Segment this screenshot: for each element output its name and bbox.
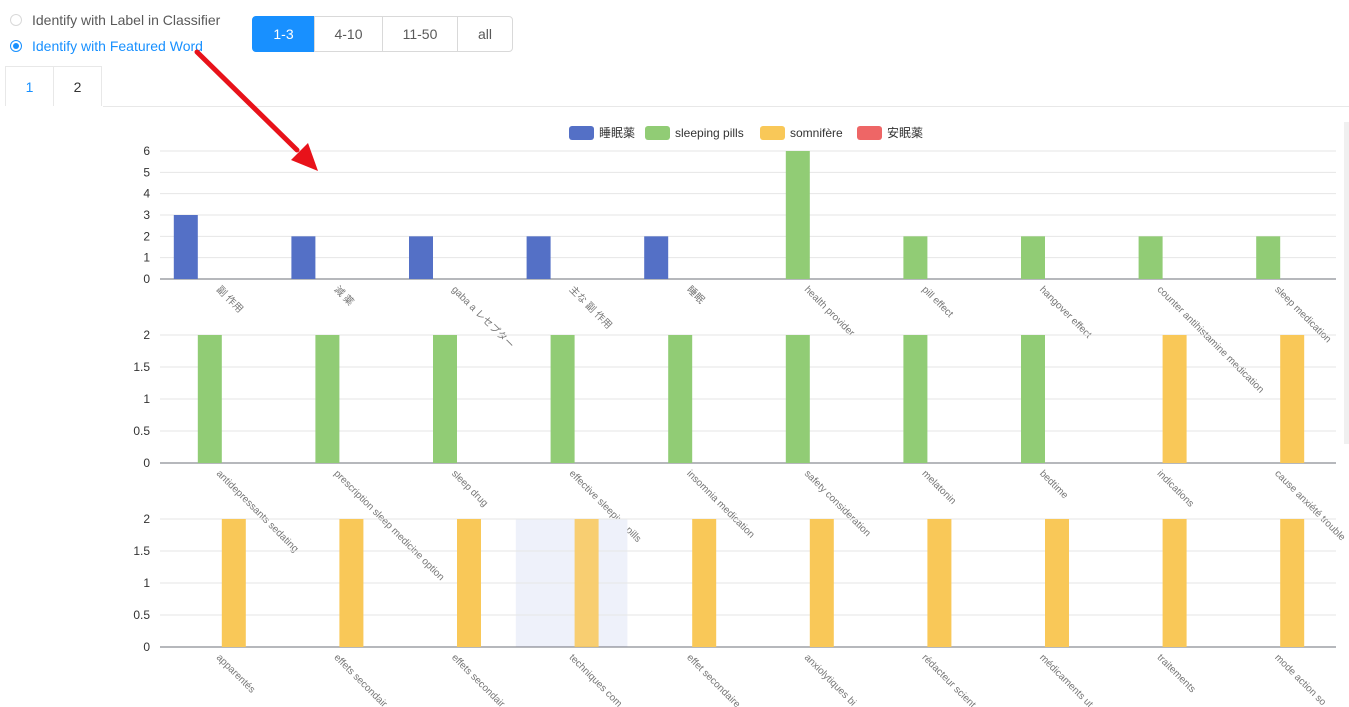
x-tick-label: anxiolytiques bi xyxy=(802,652,858,707)
tab-2[interactable]: 2 xyxy=(53,66,102,106)
radio-circle-icon[interactable] xyxy=(10,40,22,52)
bar[interactable] xyxy=(409,236,433,279)
bar[interactable] xyxy=(1021,236,1045,279)
x-tick-label: pill effect xyxy=(919,284,955,320)
x-tick-label: gaba a レセプター xyxy=(449,284,516,351)
x-tick-label: 副 作用 xyxy=(214,284,246,316)
y-tick-label: 1.5 xyxy=(133,544,150,558)
bar[interactable] xyxy=(1280,335,1305,463)
x-tick-label: effets secondair xyxy=(449,652,507,707)
range-button-1-3[interactable]: 1-3 xyxy=(252,16,315,52)
y-tick-label: 0.5 xyxy=(133,424,150,438)
x-tick-label: indications xyxy=(1155,468,1196,509)
bar[interactable] xyxy=(785,335,810,463)
radio-circle-icon[interactable] xyxy=(10,14,22,26)
bar[interactable] xyxy=(785,151,810,279)
bar[interactable] xyxy=(1021,335,1045,463)
annotation-arrow-head-icon xyxy=(291,143,318,171)
x-tick-label: bedtime xyxy=(1037,468,1070,501)
chart-scroll-edge xyxy=(1344,122,1349,444)
legend-label[interactable]: somnifère xyxy=(790,126,843,140)
bar[interactable] xyxy=(173,215,198,279)
bar[interactable] xyxy=(1162,335,1187,463)
y-tick-label: 0.5 xyxy=(133,608,150,622)
bar[interactable] xyxy=(1162,519,1187,647)
y-tick-label: 3 xyxy=(143,208,150,222)
bar[interactable] xyxy=(550,335,575,463)
y-tick-label: 1.5 xyxy=(133,360,150,374)
y-tick-label: 0 xyxy=(143,272,150,286)
y-tick-label: 5 xyxy=(143,165,150,179)
bar[interactable] xyxy=(1256,236,1281,279)
bar[interactable] xyxy=(903,335,928,463)
y-tick-label: 0 xyxy=(143,640,150,654)
x-tick-label: rédacteur scient xyxy=(919,652,977,707)
legend-swatch[interactable] xyxy=(645,126,670,140)
x-tick-label: effet secondaire xyxy=(684,652,742,707)
y-tick-label: 0 xyxy=(143,456,150,470)
bar[interactable] xyxy=(291,236,316,279)
range-button-all[interactable]: all xyxy=(457,16,513,52)
range-button-4-10[interactable]: 4-10 xyxy=(314,16,383,52)
y-tick-label: 6 xyxy=(143,144,150,158)
x-tick-label: mode action so xyxy=(1272,652,1328,707)
tab-1[interactable]: 1 xyxy=(5,66,54,106)
radio-identify-label-classifier[interactable]: Identify with Label in Classifier xyxy=(10,12,220,28)
range-selector: 1-3 4-10 11-50 all xyxy=(252,16,513,52)
legend-label[interactable]: 睡眠薬 xyxy=(599,126,635,140)
bar[interactable] xyxy=(339,519,364,647)
bar[interactable] xyxy=(526,236,551,279)
tab-divider xyxy=(103,106,1349,107)
x-tick-label: médicaments ut xyxy=(1037,652,1095,707)
y-tick-label: 1 xyxy=(143,392,150,406)
bar[interactable] xyxy=(903,236,928,279)
y-tick-label: 4 xyxy=(143,187,150,201)
y-tick-label: 2 xyxy=(143,512,150,526)
bar[interactable] xyxy=(644,236,669,279)
x-tick-label: traitements xyxy=(1155,652,1198,695)
bar[interactable] xyxy=(1280,519,1305,647)
legend-label[interactable]: 安眠薬 xyxy=(887,125,923,140)
bar[interactable] xyxy=(433,335,457,463)
bar[interactable] xyxy=(809,519,834,647)
bar[interactable] xyxy=(457,519,481,647)
bar[interactable] xyxy=(668,335,693,463)
legend-swatch[interactable] xyxy=(857,126,882,140)
x-tick-label: 睡眠 xyxy=(684,283,707,306)
bar[interactable] xyxy=(692,519,717,647)
x-tick-label: apparentés xyxy=(214,652,257,695)
annotation-arrow-shaft xyxy=(194,49,300,153)
bar[interactable] xyxy=(574,519,599,647)
radio-label: Identify with Featured Word xyxy=(32,38,203,54)
radio-identify-featured-word[interactable]: Identify with Featured Word xyxy=(10,38,203,54)
x-tick-label: techniques com xyxy=(567,652,624,707)
bar[interactable] xyxy=(315,335,340,463)
x-tick-label: health provider xyxy=(802,284,857,339)
bar[interactable] xyxy=(221,519,246,647)
x-tick-label: 主な 副 作用 xyxy=(567,284,615,332)
y-tick-label: 2 xyxy=(143,328,150,342)
x-tick-label: melatonin xyxy=(919,468,957,506)
x-tick-label: hangover effect xyxy=(1037,284,1094,341)
legend-swatch[interactable] xyxy=(569,126,594,140)
radio-label: Identify with Label in Classifier xyxy=(32,12,221,28)
bar[interactable] xyxy=(1045,519,1069,647)
bar[interactable] xyxy=(927,519,952,647)
y-tick-label: 1 xyxy=(143,251,150,265)
legend-swatch[interactable] xyxy=(760,126,785,140)
page-tabs: 1 2 xyxy=(5,66,102,106)
x-tick-label: 減 薬 xyxy=(331,283,356,308)
legend-label[interactable]: sleeping pills xyxy=(675,126,744,140)
y-tick-label: 2 xyxy=(143,229,150,243)
y-tick-label: 1 xyxy=(143,576,150,590)
x-tick-label: sleep drug xyxy=(449,468,490,509)
range-button-11-50[interactable]: 11-50 xyxy=(382,16,458,52)
x-tick-label: effets secondair xyxy=(331,652,389,707)
bar[interactable] xyxy=(1138,236,1163,279)
bar[interactable] xyxy=(197,335,222,463)
